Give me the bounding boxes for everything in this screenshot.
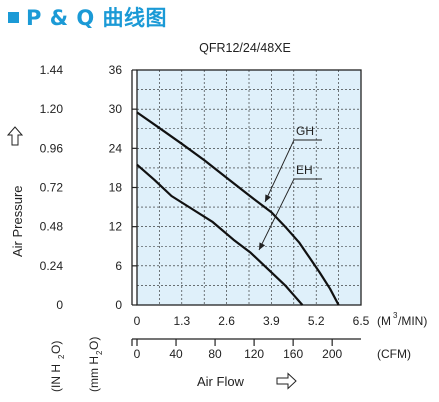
eh-label-group: EH: [258, 163, 322, 251]
x-tick-label-m3min: 3.9: [263, 314, 280, 328]
x-ticks-cfm: 0 40 80 120 160 200: [131, 339, 343, 361]
y-ticks-inh2o: 1.44 1.20 0.96 0.72 0.48 0.24 0: [40, 63, 64, 312]
x-unit-cfm: (CFM): [377, 347, 411, 361]
x-tick-label-m3min: 0: [134, 314, 141, 328]
x-unit-m3min: (M 3 /MIN): [377, 311, 427, 328]
y-tick-label-mmh2o: 6: [115, 259, 122, 273]
series-label-gh: GH: [296, 124, 314, 138]
y-tick-label-mmh2o: 18: [109, 181, 123, 195]
series-label-eh: EH: [296, 163, 313, 177]
x-tick-label-m3min: 6.5: [353, 314, 370, 328]
x-tick-label-m3min: 2.6: [218, 314, 235, 328]
y-axis-label: Air Pressure: [10, 185, 25, 257]
page-header: P & Q 曲线图: [8, 2, 167, 32]
y-tick-label-inh2o: 0.96: [40, 141, 64, 155]
x-tick-label-cfm: 0: [134, 347, 141, 361]
x-tick-label-m3min: 1.3: [173, 314, 190, 328]
svg-text:2: 2: [57, 354, 66, 359]
eh-arrowhead: [259, 242, 266, 250]
y-tick-label-inh2o: 0.24: [40, 259, 64, 273]
x-tick-label-cfm: 80: [208, 347, 222, 361]
x-unit-m3min-sup: 3: [393, 311, 398, 320]
x-tick-label-cfm: 200: [322, 347, 342, 361]
y-tick-label-mmh2o: 30: [109, 102, 123, 116]
x-unit-m3min-post: /MIN): [398, 314, 427, 328]
x-tick-label-cfm: 120: [244, 347, 264, 361]
x-unit-m3min-pre: (M: [377, 314, 391, 328]
x-tick-label-m3min: 5.2: [308, 314, 325, 328]
curves: [136, 111, 340, 306]
page-title: P & Q 曲线图: [26, 6, 167, 30]
svg-text:O): O): [87, 337, 101, 350]
svg-text:(IN H: (IN H: [49, 364, 63, 392]
y-unit-mmh2o: (mm H 2 O): [87, 337, 104, 392]
series-line-gh: [136, 111, 340, 306]
x-tick-label-cfm: 160: [283, 347, 303, 361]
y-tick-label-inh2o: 1.44: [40, 63, 64, 77]
y-tick-label-mmh2o: 0: [115, 298, 122, 312]
gh-leader-line: [264, 139, 295, 203]
chart-title: QFR12/24/48XE: [199, 41, 291, 55]
y-tick-label-inh2o: 0.72: [40, 181, 64, 195]
y-tick-label-mmh2o: 24: [109, 141, 123, 155]
x-ticks-m3min: 0 1.3 2.6 3.9 5.2 6.5: [134, 314, 370, 328]
x-tick-label-cfm: 40: [169, 347, 183, 361]
y-unit-inh2o: (IN H 2 O): [49, 341, 66, 392]
series-line-eh: [136, 163, 304, 306]
right-arrow-icon: [276, 372, 297, 390]
x-axis-label: Air Flow: [197, 374, 245, 389]
gh-label-group: GH: [264, 124, 322, 203]
svg-text:(mm H: (mm H: [87, 356, 101, 392]
y-ticks-mmh2o: 36 30 24 18 12 6 0: [109, 63, 137, 312]
gh-arrowhead: [265, 194, 271, 202]
grid: [137, 70, 361, 305]
svg-text:2: 2: [95, 350, 104, 355]
svg-text:O): O): [49, 341, 63, 354]
header-bullet: [8, 11, 19, 23]
y-tick-label-inh2o: 0: [56, 298, 63, 312]
y-tick-label-inh2o: 0.48: [40, 220, 64, 234]
y-tick-label-inh2o: 1.20: [40, 102, 64, 116]
y-tick-label-mmh2o: 12: [109, 220, 123, 234]
y-tick-label-mmh2o: 36: [109, 63, 123, 77]
eh-leader-line: [258, 178, 295, 251]
up-arrow-icon: [6, 126, 24, 146]
